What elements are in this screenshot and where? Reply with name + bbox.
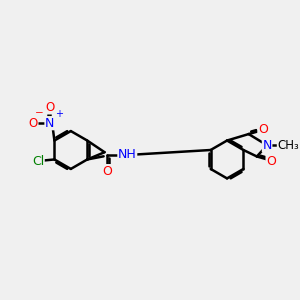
Text: O: O [266, 155, 276, 168]
Text: N: N [45, 117, 54, 130]
Text: −: − [35, 108, 44, 118]
Text: O: O [258, 123, 268, 136]
Text: N: N [262, 139, 272, 152]
Text: Cl: Cl [32, 154, 44, 167]
Text: NH: NH [118, 148, 137, 161]
Text: +: + [55, 110, 63, 119]
Text: O: O [102, 165, 112, 178]
Text: CH₃: CH₃ [278, 139, 299, 152]
Text: O: O [29, 117, 38, 130]
Text: O: O [45, 101, 54, 114]
